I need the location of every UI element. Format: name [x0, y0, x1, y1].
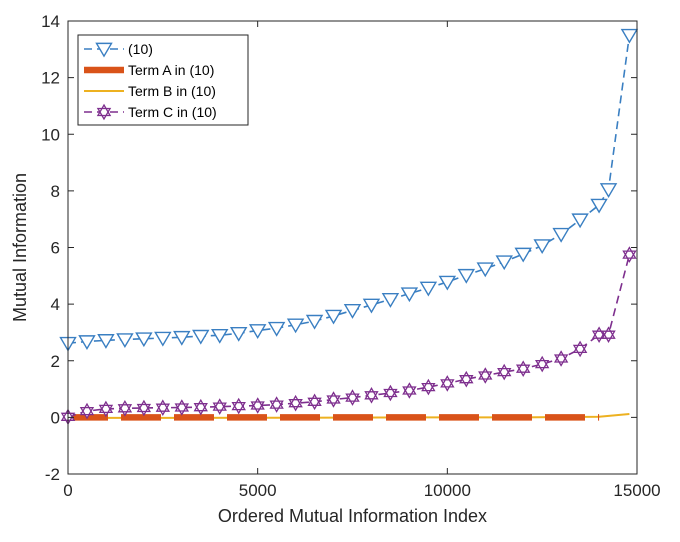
x-tick-label: 10000 — [424, 481, 471, 500]
data-point — [250, 397, 265, 414]
data-point — [421, 378, 436, 396]
data-point — [457, 268, 476, 284]
data-point — [97, 334, 115, 349]
data-point — [601, 326, 616, 344]
data-point — [497, 363, 512, 381]
x-axis-label: Ordered Mutual Information Index — [218, 506, 487, 526]
y-tick-label: 8 — [51, 182, 60, 201]
data-point — [476, 262, 494, 278]
data-point — [533, 239, 551, 255]
data-point — [212, 398, 227, 415]
data-point — [98, 400, 114, 418]
data-point — [438, 275, 457, 291]
data-point — [155, 399, 171, 417]
data-point — [591, 326, 607, 344]
data-point — [117, 400, 133, 417]
legend-label-1: Term A in (10) — [128, 62, 214, 78]
data-point — [269, 396, 284, 413]
x-tick-label: 15000 — [613, 481, 660, 500]
data-point — [400, 287, 419, 303]
data-point — [286, 318, 305, 334]
legend: (10) Term A in (10) Term B in (10) Term C i… — [77, 34, 249, 126]
data-point — [229, 326, 248, 342]
data-point — [135, 332, 153, 348]
y-axis-label: Mutual Information — [10, 173, 30, 322]
data-point — [553, 350, 569, 367]
data-point — [622, 246, 637, 263]
y-tick-label: 6 — [51, 239, 60, 258]
data-point — [572, 340, 588, 358]
y-tick-label: -2 — [45, 465, 60, 484]
data-point — [383, 384, 398, 402]
data-point — [571, 213, 589, 229]
y-tick-label: 2 — [51, 352, 60, 371]
y-tick-label: 14 — [41, 12, 60, 31]
plot-area — [59, 28, 639, 426]
legend-marker — [96, 103, 112, 121]
data-point — [620, 28, 639, 44]
y-tick-label: 10 — [41, 125, 60, 144]
data-point — [514, 247, 532, 263]
data-point — [192, 329, 210, 345]
data-point — [495, 255, 513, 271]
data-point — [267, 321, 286, 337]
legend-marker — [95, 42, 113, 58]
data-point — [440, 375, 455, 392]
data-point — [288, 394, 303, 412]
data-point — [326, 391, 341, 408]
data-point — [174, 399, 190, 416]
data-point — [193, 398, 208, 416]
series-line-3 — [67, 254, 631, 418]
data-point — [231, 397, 246, 415]
data-point — [419, 281, 438, 297]
data-point — [345, 389, 360, 406]
data-point — [343, 304, 362, 319]
x-tick-label: 0 — [63, 481, 72, 500]
data-point — [364, 386, 379, 404]
data-point — [154, 331, 172, 347]
y-tick-label: 4 — [51, 295, 60, 314]
data-point — [362, 298, 381, 314]
data-point — [515, 360, 531, 377]
data-point — [248, 324, 267, 339]
data-point — [478, 367, 493, 384]
y-tick-label: 12 — [41, 69, 60, 88]
data-point — [599, 183, 618, 198]
data-point — [211, 328, 229, 344]
data-point — [79, 402, 95, 420]
data-point — [590, 198, 608, 214]
x-tick-label: 5000 — [239, 481, 277, 500]
y-tick-label: 0 — [51, 408, 60, 427]
data-point — [324, 309, 343, 325]
data-point — [78, 335, 96, 351]
legend-label-2: Term B in (10) — [128, 83, 216, 99]
data-point — [116, 333, 134, 349]
data-point — [307, 393, 322, 411]
data-point — [402, 382, 417, 399]
data-point — [459, 370, 474, 388]
data-point — [534, 355, 550, 373]
legend-label-0: (10) — [128, 41, 153, 57]
data-point — [173, 330, 191, 346]
data-point — [381, 292, 400, 308]
data-point — [552, 227, 570, 243]
data-point — [305, 314, 324, 330]
data-point — [136, 399, 152, 417]
legend-label-3: Term C in (10) — [128, 104, 217, 120]
